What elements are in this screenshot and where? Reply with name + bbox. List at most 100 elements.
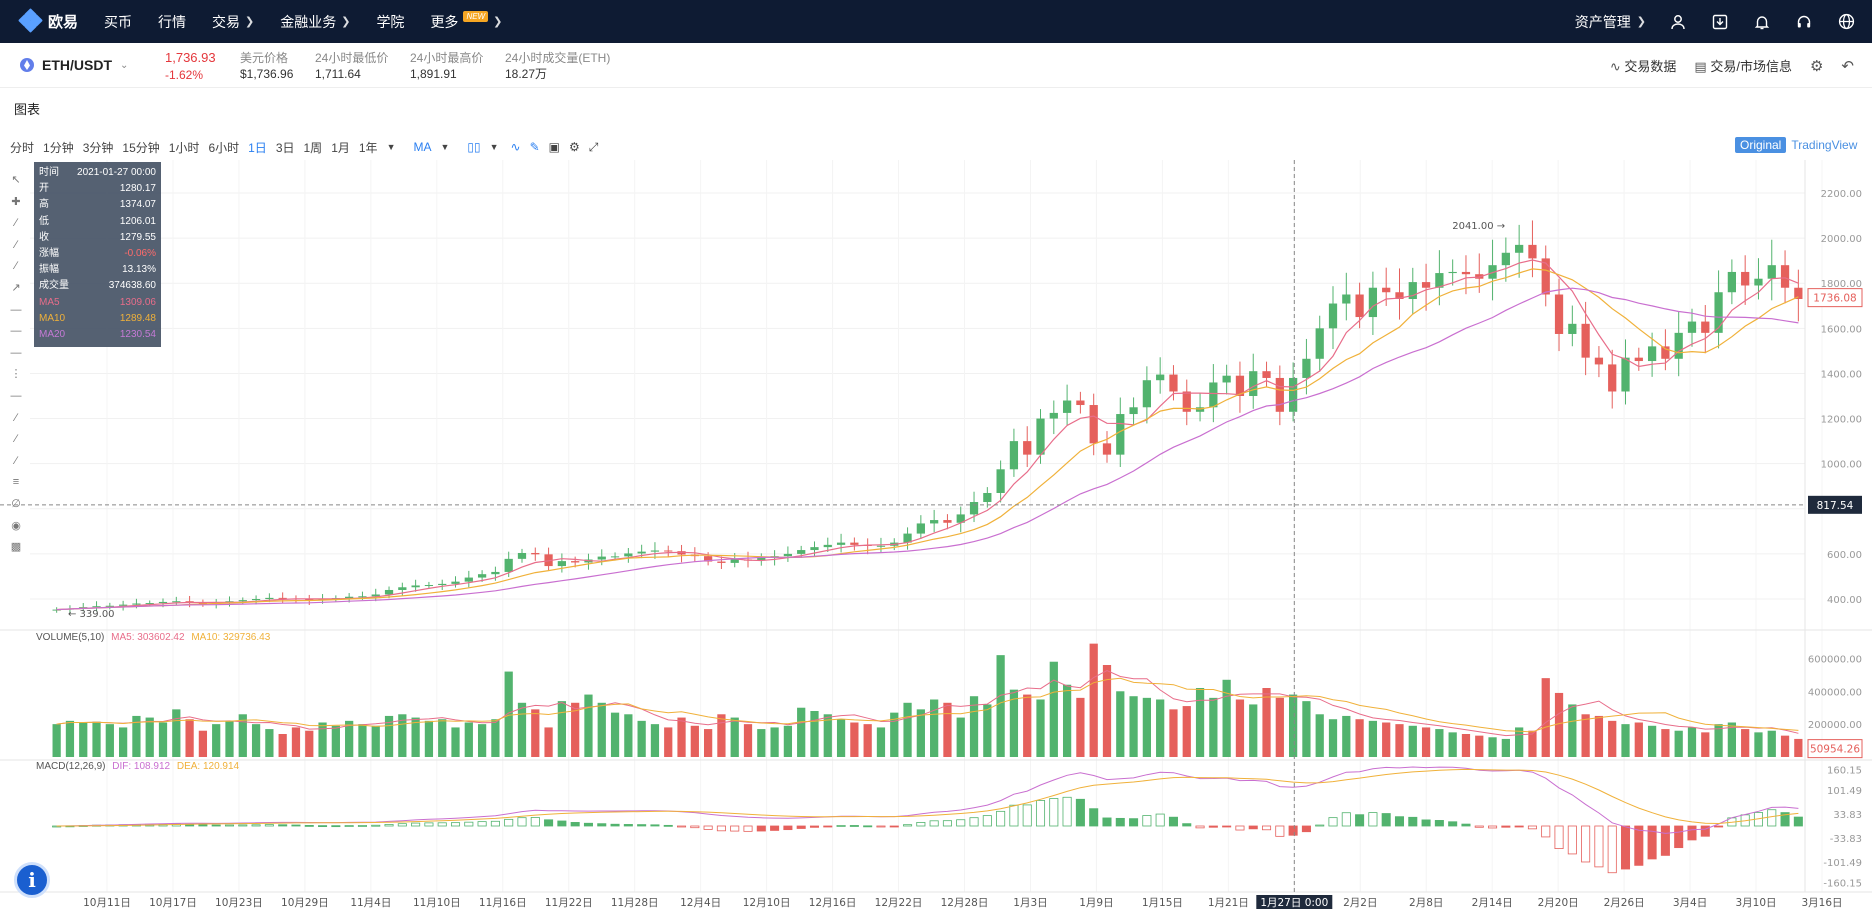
candle	[717, 556, 726, 569]
chevron-down-icon[interactable]: ▼	[440, 142, 450, 152]
brand-logo[interactable]: 欧易	[18, 8, 78, 33]
macd-bar	[1168, 816, 1178, 827]
arrow-line-icon[interactable]: ↗	[11, 281, 21, 294]
nav-trade[interactable]: 交易 ❯	[212, 13, 255, 30]
nav-academy[interactable]: 学院	[376, 13, 405, 30]
headset-icon[interactable]	[1794, 12, 1814, 32]
candle	[278, 592, 287, 604]
candle-type-icon[interactable]: ▯▯	[467, 140, 481, 154]
price-line-icon[interactable]: —	[10, 389, 22, 402]
volume-bar	[92, 721, 101, 757]
extended-line-icon[interactable]: ∕	[15, 260, 17, 273]
macd-bar	[1488, 825, 1498, 829]
market-info-link[interactable]: ▤ 交易/市场信息	[1694, 59, 1792, 74]
time-tick-label: 3月4日	[1673, 897, 1707, 909]
fullscreen-icon[interactable]: ⤢	[588, 139, 599, 154]
interval-3m[interactable]: 3分钟	[82, 140, 114, 155]
pitchfork-icon[interactable]: ∕	[15, 433, 17, 446]
interval-1mo[interactable]: 1月	[331, 140, 350, 155]
nav-buy-crypto[interactable]: 买币	[104, 13, 132, 30]
fib-channel-icon[interactable]: ∕	[15, 454, 17, 467]
indicator-wave-icon[interactable]: ∿	[510, 140, 521, 154]
interval-6h[interactable]: 6小时	[208, 140, 240, 155]
volume-bar	[1089, 643, 1098, 757]
macd-bar	[823, 825, 833, 828]
view-original-button[interactable]: Original	[1735, 137, 1787, 153]
macd-bar	[291, 824, 301, 827]
interval-1h[interactable]: 1小时	[168, 140, 200, 155]
macd-bar	[1155, 813, 1165, 827]
trash-icon[interactable]: ▩	[10, 541, 22, 554]
macd-bar	[623, 824, 633, 827]
volume-bar	[65, 720, 75, 757]
parallel-channel-icon[interactable]: ∕	[15, 411, 17, 424]
chevron-down-icon[interactable]: ▼	[489, 142, 499, 152]
volume-bar	[504, 671, 513, 757]
draw-pen-icon[interactable]: ✎	[529, 140, 540, 154]
nav-markets[interactable]: 行情	[158, 13, 186, 30]
macd-bar	[1341, 812, 1351, 827]
settings-icon[interactable]: ⚙	[1809, 57, 1824, 75]
volume-bar	[172, 709, 181, 757]
eye-icon[interactable]: ◉	[11, 519, 21, 532]
macd-bar	[278, 824, 288, 827]
candle-body	[424, 585, 434, 587]
download-icon[interactable]	[1710, 12, 1730, 32]
volume-bar	[783, 725, 793, 757]
vertical-line-icon[interactable]: ⋮	[10, 368, 22, 381]
macd-bar	[304, 825, 314, 827]
camera-icon[interactable]: ▣	[548, 140, 561, 154]
candle-body	[1780, 265, 1790, 288]
fib-retracement-icon[interactable]: ≡	[12, 476, 20, 489]
volume-bar	[318, 722, 327, 757]
info-icon[interactable]: i	[14, 862, 50, 898]
gear-icon[interactable]: ⚙	[569, 140, 580, 154]
volume-bar	[770, 727, 779, 757]
price-change: -1.62%	[165, 68, 204, 82]
pair-selector[interactable]: ETH/USDT ⌄	[20, 57, 128, 73]
macd-bar	[437, 822, 447, 827]
interval-1d[interactable]: 1日	[248, 140, 267, 155]
macd-histogram	[52, 766, 1803, 874]
trendline-icon[interactable]: ∕	[15, 217, 17, 230]
user-icon[interactable]	[1668, 12, 1688, 32]
candle-body	[916, 523, 925, 534]
kline-chart[interactable]: 2200.00 2000.00 1800.00 1600.00 1400.00 1200.…	[0, 160, 1872, 909]
last-price-label: 1736.08	[1813, 293, 1856, 305]
candle-body	[1475, 274, 1484, 279]
return-icon[interactable]: ↶	[1841, 57, 1854, 75]
macd-bar	[1527, 825, 1537, 830]
chevron-down-icon[interactable]: ▼	[386, 142, 396, 152]
interval-1w[interactable]: 1周	[303, 140, 323, 155]
horizontal-segment-icon[interactable]: —	[10, 346, 22, 359]
trade-data-link[interactable]: ∿ 交易数据	[1609, 59, 1677, 74]
candle	[1395, 268, 1404, 320]
ray-icon[interactable]: ∕	[15, 238, 17, 251]
candle-body	[1794, 287, 1803, 300]
crosshair-icon[interactable]: ✚	[11, 195, 21, 208]
volume-bar	[584, 694, 593, 757]
nav-more[interactable]: 更多 NEW ❯	[430, 11, 503, 30]
measure-icon[interactable]: ∅	[11, 497, 21, 510]
interval-1y[interactable]: 1年	[358, 140, 378, 155]
globe-icon[interactable]	[1836, 12, 1856, 32]
time-tick-label: 12月16日	[809, 897, 857, 909]
nav-finance[interactable]: 金融业务 ❯	[280, 13, 351, 30]
interval-15m[interactable]: 15分钟	[122, 140, 160, 155]
interval-1m[interactable]: 1分钟	[43, 140, 74, 155]
candle	[1222, 364, 1231, 395]
view-tradingview-button[interactable]: TradingView	[1791, 138, 1858, 152]
macd-bar	[357, 825, 367, 827]
horizontal-line-icon[interactable]: —	[10, 303, 22, 316]
cursor-icon[interactable]: ↖	[11, 174, 21, 186]
indicator-selector[interactable]: MA	[413, 140, 432, 154]
horizontal-ray-icon[interactable]: —	[10, 325, 22, 338]
volume-bar	[1262, 688, 1271, 757]
candle	[1235, 361, 1245, 413]
candle	[1262, 361, 1271, 388]
interval-3d[interactable]: 3日	[275, 140, 295, 155]
bell-icon[interactable]	[1752, 12, 1772, 32]
volume-bar	[1780, 735, 1790, 757]
asset-management-menu[interactable]: 资产管理 ❯	[1574, 13, 1646, 30]
interval-timeline[interactable]: 分时	[10, 140, 35, 155]
